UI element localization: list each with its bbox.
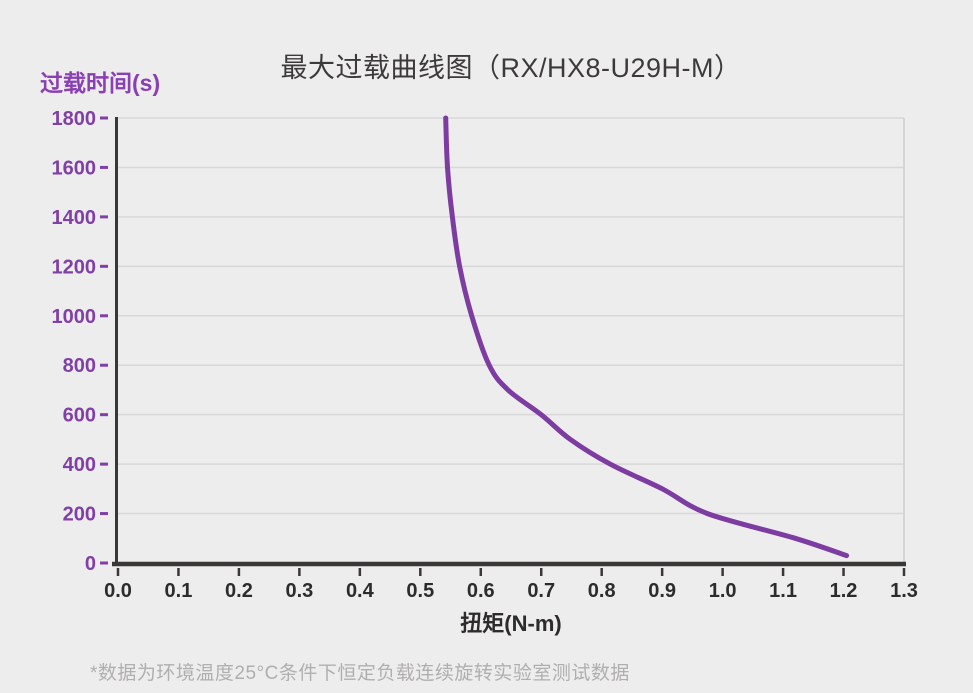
x-tick-label-1.0: 1.0 xyxy=(709,580,737,602)
y-tick-label-1800: 1800 xyxy=(52,108,97,130)
x-tick-label-0.6: 0.6 xyxy=(467,580,495,602)
x-axis-label: 扭矩(N-m) xyxy=(460,611,562,636)
y-tick-label-1000: 1000 xyxy=(52,306,97,328)
y-tick-label-1400: 1400 xyxy=(52,207,97,229)
y-tick-label-200: 200 xyxy=(63,504,96,526)
y-axis-label: 过载时间(s) xyxy=(40,70,161,96)
chart-title: 最大过载曲线图（RX/HX8-U29H-M） xyxy=(280,53,742,83)
y-tick-label-600: 600 xyxy=(63,405,96,427)
y-tick-label-0: 0 xyxy=(85,553,96,575)
overload-curve-0 xyxy=(443,115,850,559)
x-tick-label-0.4: 0.4 xyxy=(346,580,375,602)
x-tick-label-0.1: 0.1 xyxy=(165,580,193,602)
x-tick-label-1.1: 1.1 xyxy=(769,580,797,602)
x-tick-label-0.7: 0.7 xyxy=(527,580,555,602)
x-tick-label-1.2: 1.2 xyxy=(830,580,858,602)
x-tick-label-0.3: 0.3 xyxy=(285,580,313,602)
x-tick-label-0.5: 0.5 xyxy=(406,580,434,602)
y-tick-label-400: 400 xyxy=(63,454,96,476)
x-tick-label-0.8: 0.8 xyxy=(588,580,616,602)
x-tick-label-0.2: 0.2 xyxy=(225,580,253,602)
x-tick-label-0.0: 0.0 xyxy=(104,580,132,602)
y-tick-label-800: 800 xyxy=(63,355,96,377)
x-tick-label-1.3: 1.3 xyxy=(890,580,918,602)
x-tick-label-0.9: 0.9 xyxy=(648,580,676,602)
footnote-text: *数据为环境温度25°C条件下恒定负载连续旋转实验室测试数据 xyxy=(90,663,630,684)
y-tick-label-1200: 1200 xyxy=(52,256,97,278)
y-tick-label-1600: 1600 xyxy=(52,157,97,179)
